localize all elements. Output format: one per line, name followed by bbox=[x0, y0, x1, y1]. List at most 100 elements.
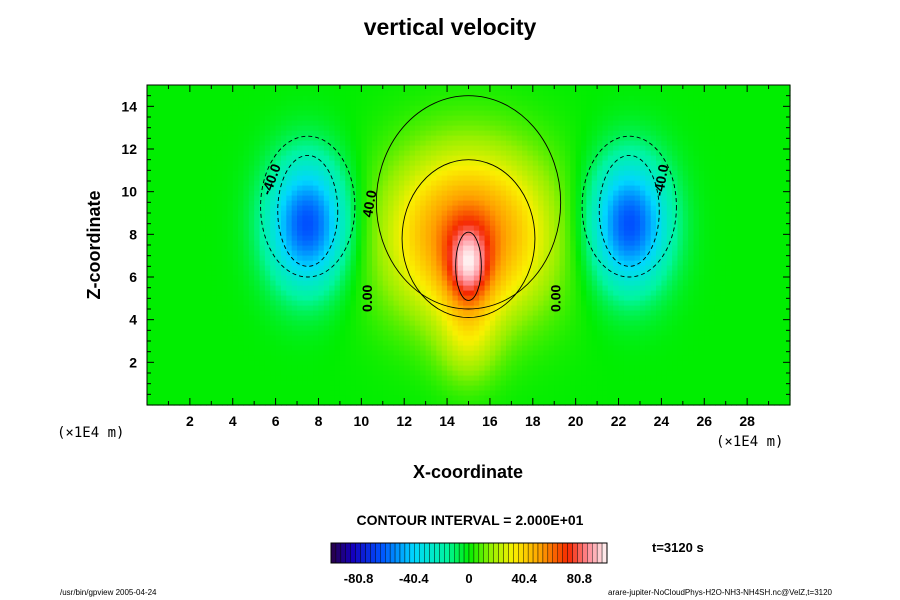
field-cell bbox=[377, 325, 384, 331]
field-cell bbox=[184, 370, 191, 376]
field-cell bbox=[313, 130, 320, 136]
field-cell bbox=[366, 180, 373, 186]
field-cell bbox=[334, 360, 341, 366]
field-cell bbox=[297, 130, 303, 136]
field-cell bbox=[200, 225, 207, 231]
field-cell bbox=[318, 135, 325, 141]
field-cell bbox=[259, 150, 266, 156]
field-cell bbox=[522, 215, 529, 221]
field-cell bbox=[532, 85, 539, 91]
field-cell bbox=[377, 295, 384, 301]
field-cell bbox=[489, 330, 496, 336]
field-cell bbox=[270, 335, 277, 341]
field-cell bbox=[211, 205, 218, 211]
field-cell bbox=[195, 195, 202, 201]
field-cell bbox=[350, 155, 357, 161]
field-cell bbox=[339, 370, 346, 376]
field-cell bbox=[243, 170, 250, 176]
field-cell bbox=[211, 280, 218, 286]
field-cell bbox=[211, 305, 218, 311]
field-cell bbox=[414, 125, 421, 131]
field-cell bbox=[559, 390, 566, 396]
field-cell bbox=[372, 130, 379, 136]
field-cell bbox=[157, 240, 164, 246]
field-cell bbox=[473, 200, 480, 206]
field-cell bbox=[275, 265, 282, 271]
field-cell bbox=[420, 225, 427, 231]
field-cell bbox=[152, 215, 159, 221]
field-cell bbox=[205, 355, 212, 361]
field-cell bbox=[430, 295, 437, 301]
field-cell bbox=[527, 355, 534, 361]
field-cell bbox=[318, 350, 325, 356]
field-cell bbox=[425, 265, 432, 271]
field-cell bbox=[479, 200, 486, 206]
field-cell bbox=[495, 195, 502, 201]
field-cell bbox=[436, 225, 443, 231]
field-cell bbox=[463, 380, 470, 386]
field-cell bbox=[468, 210, 475, 216]
field-cell bbox=[248, 330, 255, 336]
field-cell bbox=[532, 245, 539, 251]
field-cell bbox=[425, 330, 432, 336]
field-cell bbox=[554, 85, 561, 91]
field-cell bbox=[168, 380, 175, 386]
field-cell bbox=[463, 155, 470, 161]
field-cell bbox=[248, 370, 255, 376]
field-cell bbox=[516, 295, 523, 301]
field-cell bbox=[388, 160, 395, 166]
field-cell bbox=[414, 395, 421, 401]
field-cell bbox=[468, 145, 475, 151]
field-cell bbox=[254, 325, 261, 331]
field-cell bbox=[189, 350, 196, 356]
field-cell bbox=[436, 355, 443, 361]
field-cell bbox=[216, 190, 223, 196]
field-cell bbox=[404, 305, 411, 311]
field-cell bbox=[232, 365, 239, 371]
field-cell bbox=[543, 365, 550, 371]
field-cell bbox=[211, 270, 218, 276]
field-cell bbox=[543, 210, 550, 216]
field-cell bbox=[179, 385, 186, 391]
field-cell bbox=[334, 315, 341, 321]
field-cell bbox=[554, 235, 561, 241]
field-cell bbox=[366, 140, 373, 146]
field-cell bbox=[538, 360, 545, 366]
field-cell bbox=[414, 280, 421, 286]
field-cell bbox=[329, 170, 336, 176]
field-cell bbox=[382, 265, 389, 271]
field-cell bbox=[238, 160, 245, 166]
field-cell bbox=[275, 300, 282, 306]
field-cell bbox=[168, 105, 175, 111]
field-cell bbox=[211, 380, 218, 386]
field-cell bbox=[222, 345, 228, 351]
field-cell bbox=[377, 400, 384, 406]
field-cell bbox=[318, 185, 325, 191]
field-cell bbox=[345, 315, 352, 321]
field-cell bbox=[286, 320, 293, 326]
field-cell bbox=[538, 370, 545, 376]
field-cell bbox=[270, 105, 277, 111]
field-cell bbox=[302, 370, 309, 376]
field-cell bbox=[270, 300, 277, 306]
field-cell bbox=[211, 140, 218, 146]
field-cell bbox=[291, 315, 298, 321]
field-cell bbox=[345, 310, 352, 316]
field-cell bbox=[500, 360, 507, 366]
field-cell bbox=[205, 310, 212, 316]
field-cell bbox=[516, 190, 523, 196]
field-cell bbox=[195, 265, 202, 271]
field-cell bbox=[264, 245, 271, 251]
field-cell bbox=[345, 85, 352, 91]
field-cell bbox=[173, 300, 180, 306]
field-cell bbox=[334, 190, 341, 196]
field-cell bbox=[522, 330, 529, 336]
field-cell bbox=[243, 375, 250, 381]
field-cell bbox=[377, 280, 384, 286]
field-cell bbox=[179, 155, 186, 161]
field-cell bbox=[339, 120, 346, 126]
field-cell bbox=[173, 160, 180, 166]
field-cell bbox=[313, 295, 320, 301]
field-cell bbox=[238, 100, 245, 106]
field-cell bbox=[452, 165, 459, 171]
